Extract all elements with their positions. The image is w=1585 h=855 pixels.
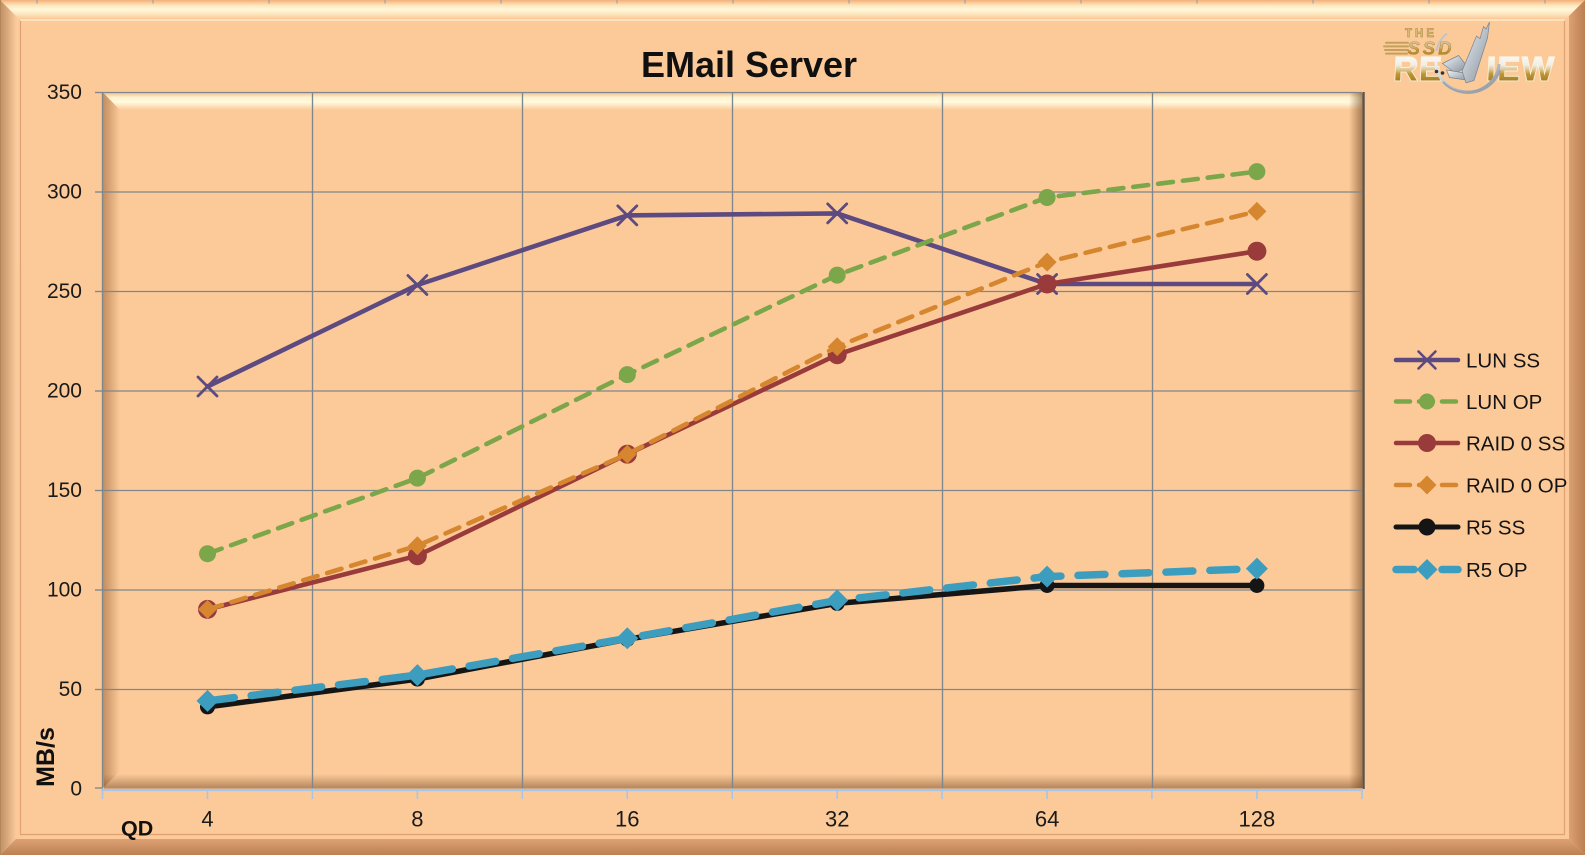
svg-text:64: 64 <box>1035 807 1059 832</box>
svg-text:350: 350 <box>47 81 82 104</box>
svg-text:RE: RE <box>1393 51 1444 89</box>
svg-text:32: 32 <box>825 807 849 832</box>
svg-text:R5 OP: R5 OP <box>1466 559 1528 582</box>
svg-text:RAID 0 OP: RAID 0 OP <box>1466 475 1567 498</box>
svg-text:QD: QD <box>121 817 153 841</box>
svg-text:100: 100 <box>47 579 82 602</box>
svg-text:4: 4 <box>201 807 213 832</box>
svg-text:R5 SS: R5 SS <box>1466 517 1525 540</box>
svg-text:0: 0 <box>70 778 82 801</box>
svg-text:16: 16 <box>615 807 639 832</box>
svg-text:LUN SS: LUN SS <box>1466 350 1540 373</box>
svg-text:LUN OP: LUN OP <box>1466 391 1542 414</box>
svg-text:8: 8 <box>411 807 423 832</box>
svg-text:EMail Server: EMail Server <box>641 44 857 85</box>
svg-text:128: 128 <box>1239 807 1276 832</box>
svg-text:150: 150 <box>47 479 82 502</box>
svg-text:300: 300 <box>47 181 82 204</box>
svg-text:50: 50 <box>59 678 82 701</box>
svg-text:IEW: IEW <box>1486 51 1556 89</box>
svg-text:RAID 0 SS: RAID 0 SS <box>1466 433 1565 456</box>
svg-text:250: 250 <box>47 280 82 303</box>
svg-text:THE: THE <box>1405 28 1437 40</box>
svg-text:MB/s: MB/s <box>32 727 60 787</box>
svg-text:200: 200 <box>47 380 82 403</box>
svg-text:SSD: SSD <box>1407 38 1454 59</box>
